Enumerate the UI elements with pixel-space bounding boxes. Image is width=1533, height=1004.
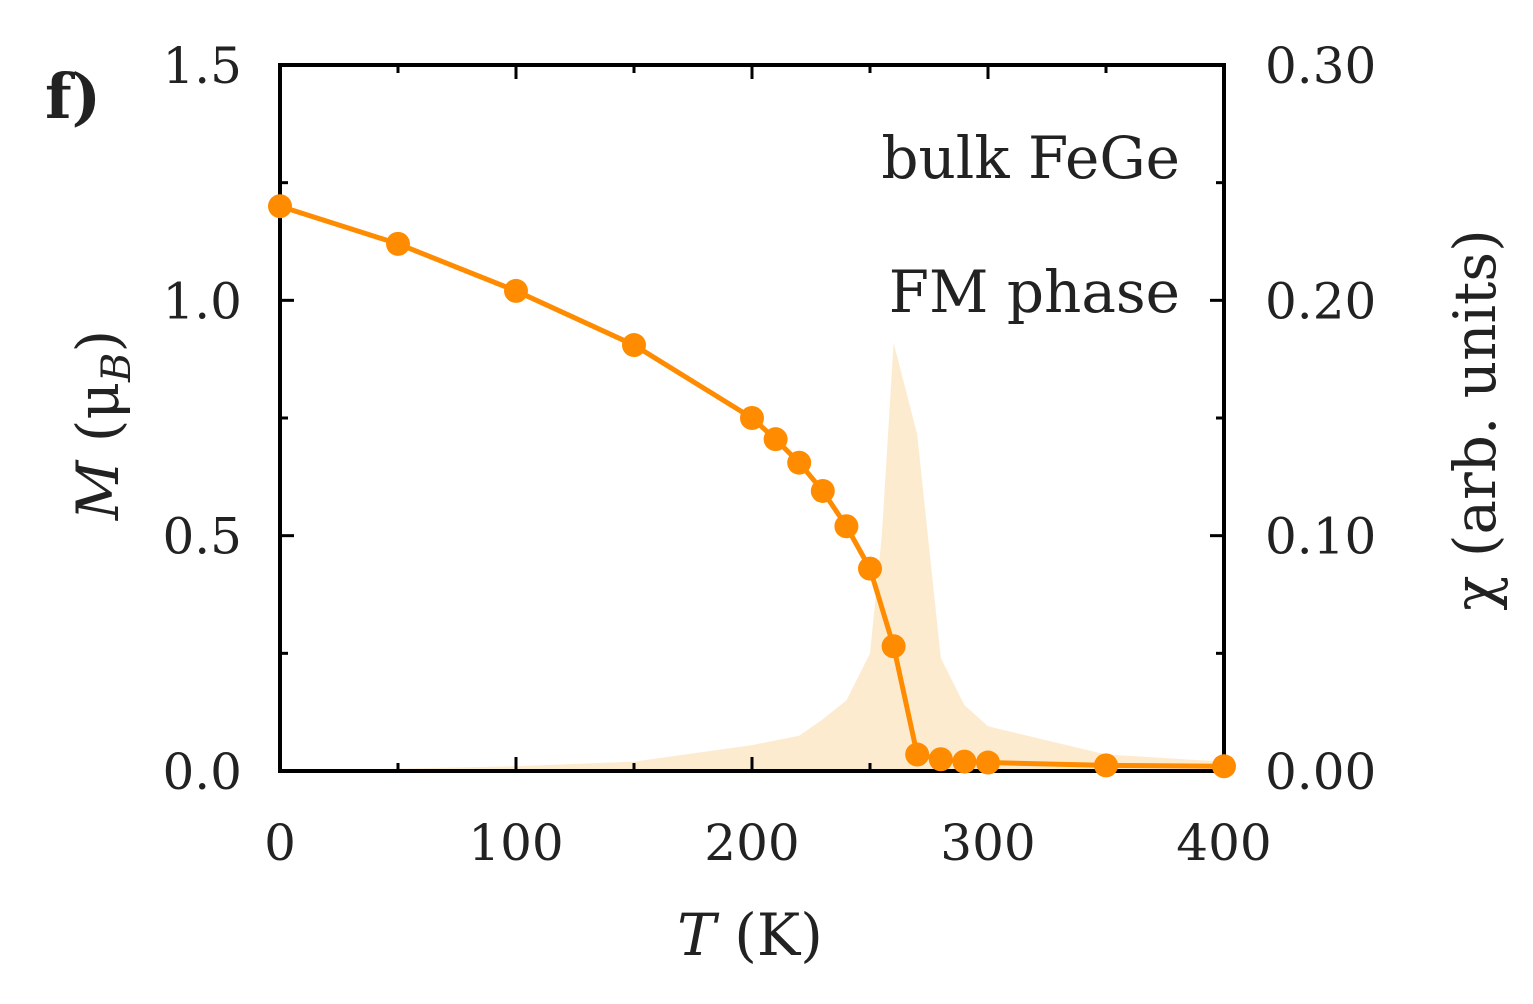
y-left-tick-label: 0.0 <box>162 743 242 801</box>
magnetization-point <box>928 747 953 772</box>
x-tick-label: 100 <box>468 814 563 872</box>
magnetization-point <box>268 194 292 219</box>
y-left-tick-label: 1.0 <box>162 272 242 330</box>
magnetization-markers-layer <box>268 194 1236 779</box>
plot-frame <box>278 63 1226 773</box>
magnetization-point <box>858 556 882 581</box>
tick-labels-layer: 0 100 200 300 400 0.0 0.5 1.0 1.5 0.00 0.10 0.20 0.3… <box>162 37 1376 872</box>
magnetization-point <box>622 333 646 358</box>
magnetization-point <box>787 450 812 475</box>
magnetization-point <box>1094 753 1118 778</box>
y-left-title-close: ) <box>64 330 132 353</box>
magnetization-point <box>905 742 930 767</box>
panel-label: f) <box>45 60 101 133</box>
magnetization-point <box>1212 754 1236 779</box>
magnetization-point <box>810 478 835 503</box>
y-left-title-sub: B <box>94 353 140 383</box>
magnetization-point <box>834 514 859 539</box>
x-axis-title-var: T <box>677 901 720 969</box>
y-left-tick-label: 0.5 <box>162 508 242 566</box>
y-right-tick-label: 0.30 <box>1265 37 1376 95</box>
y-right-axis-title: χ (arb. units) <box>1441 229 1509 610</box>
y-left-title-var: M <box>64 459 132 521</box>
magnetization-point <box>386 231 410 256</box>
x-tick-label: 400 <box>1176 814 1271 872</box>
annotation-phase: FM phase <box>889 258 1180 326</box>
magnetization-point <box>976 750 1000 775</box>
y-left-axis-title: M (μB) <box>64 330 140 521</box>
y-right-tick-label: 0.10 <box>1265 508 1376 566</box>
x-axis-title-unit: (K) <box>716 901 823 969</box>
magnetization-point <box>763 427 788 452</box>
magnetization-point <box>881 634 906 659</box>
x-tick-label: 200 <box>704 814 799 872</box>
magnetization-point <box>740 406 764 430</box>
x-tick-label: 0 <box>264 814 296 872</box>
magnetization-point <box>952 749 977 774</box>
x-tick-label: 300 <box>940 814 1035 872</box>
y-right-tick-label: 0.20 <box>1265 272 1376 330</box>
magnetization-point <box>504 278 528 303</box>
y-right-tick-label: 0.00 <box>1265 743 1376 801</box>
annotation-material: bulk FeGe <box>881 124 1180 192</box>
x-axis-title: T (K) <box>677 901 823 969</box>
y-left-tick-label: 1.5 <box>162 37 242 95</box>
y-left-title-open: (μ <box>64 382 132 461</box>
